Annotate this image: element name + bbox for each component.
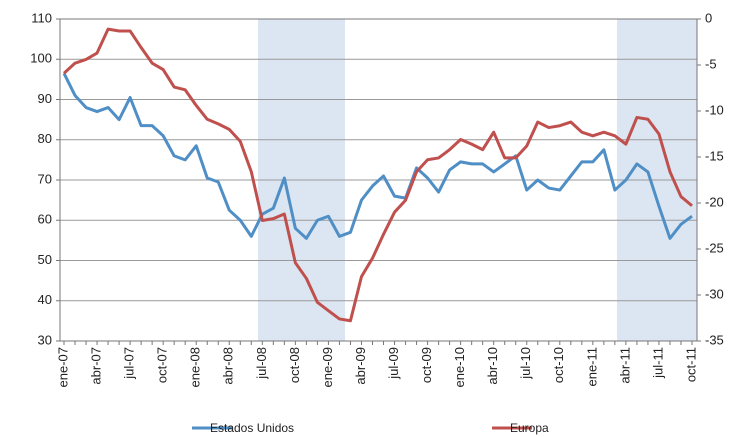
x-tick-label: abr-10 [485,347,500,385]
x-tick-label: jul-07 [122,347,137,380]
x-tick-label: abr-11 [617,347,632,384]
y2-tick-label: -35 [705,332,724,347]
x-tick-label: jul-11 [650,347,665,379]
legend-label: Estados Unidos [210,421,294,435]
x-tick-label: oct-07 [155,347,170,383]
y-tick-label: 40 [38,292,52,307]
series-line [62,72,693,240]
x-tick-label: abr-09 [353,347,368,385]
y-tick-label: 50 [38,252,52,267]
y2-tick-label: -15 [705,148,724,163]
x-tick-label: abr-08 [221,347,236,385]
x-tick-label: ene-10 [452,347,467,387]
x-tick-label: ene-09 [320,347,335,387]
x-tick-label: ene-08 [188,347,203,387]
y2-tick-label: -30 [705,286,724,301]
x-tick-label: oct-10 [551,347,566,383]
y-tick-label: 90 [38,91,52,106]
y2-tick-label: -25 [705,240,724,255]
x-tick-label: oct-11 [683,347,698,382]
x-tick-label: jul-08 [254,347,269,380]
y2-tick-label: -20 [705,194,724,209]
x-tick-label: ene-11 [584,347,599,387]
y-tick-label: 70 [38,171,52,186]
x-tick-label: oct-09 [419,347,434,383]
series-line [62,27,693,323]
y-tick-label: 60 [38,212,52,227]
y-tick-label: 80 [38,131,52,146]
y-tick-label: 30 [38,332,52,347]
y-tick-label: 100 [30,51,52,66]
y2-tick-label: -5 [705,56,717,71]
y2-tick-label: 0 [705,10,712,25]
x-tick-label: oct-08 [287,347,302,383]
plot-border [59,18,698,342]
x-tick-label: abr-07 [88,347,103,385]
x-tick-label: jul-10 [518,347,533,380]
x-tick-label: ene-07 [55,347,70,387]
x-tick-label: jul-09 [386,347,401,380]
y2-tick-label: -10 [705,102,724,117]
y-tick-label: 110 [31,10,52,25]
legend-label: Europa [510,421,549,435]
